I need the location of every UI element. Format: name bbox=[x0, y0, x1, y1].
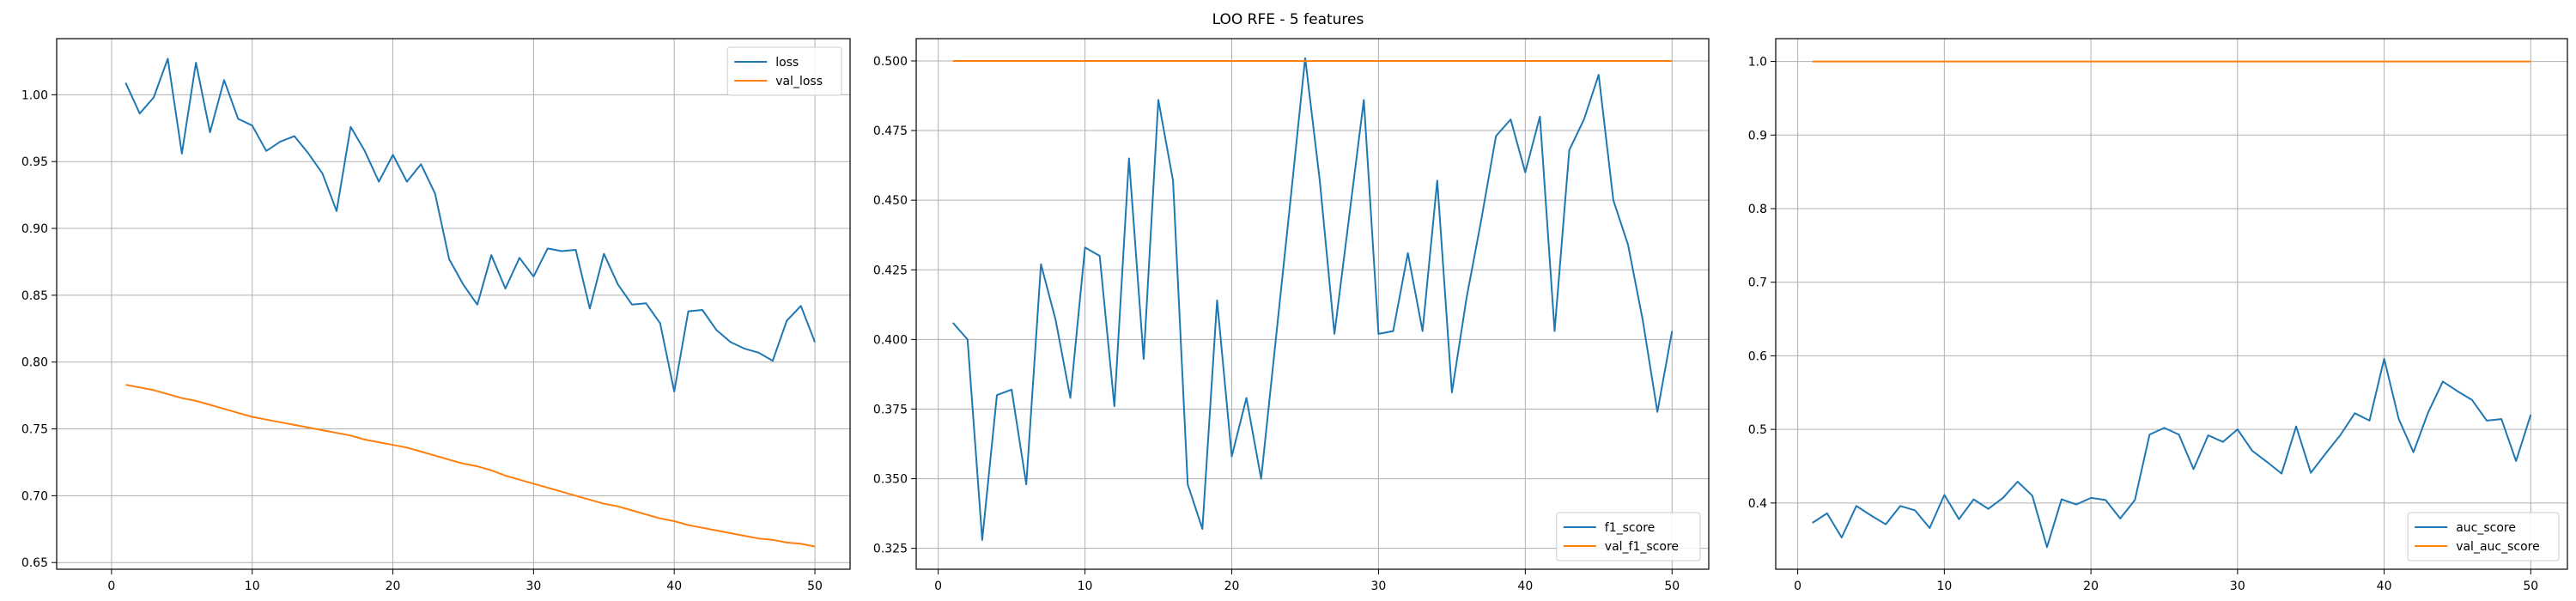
x-tick-label: 20 bbox=[386, 580, 401, 593]
x-tick-label: 50 bbox=[2523, 580, 2538, 593]
figure-title: LOO RFE - 5 features bbox=[1212, 11, 1364, 28]
y-tick-label: 0.70 bbox=[21, 489, 48, 503]
legend-box bbox=[1556, 512, 1701, 562]
x-tick-label: 30 bbox=[1371, 580, 1387, 593]
y-tick-label: 0.95 bbox=[21, 155, 48, 169]
x-tick-label: 30 bbox=[2230, 580, 2245, 593]
y-tick-label: 0.90 bbox=[21, 222, 48, 236]
x-tick-label: 40 bbox=[666, 580, 682, 593]
series-line-loss bbox=[125, 58, 816, 392]
y-tick-label: 0.325 bbox=[873, 543, 908, 556]
x-tick-label: 20 bbox=[2083, 580, 2099, 593]
x-tick-label: 30 bbox=[526, 580, 541, 593]
legend-label: val_f1_score bbox=[1605, 540, 1679, 554]
legend-label: loss bbox=[775, 56, 799, 70]
axes-frame bbox=[56, 38, 851, 570]
x-tick-label: 20 bbox=[1224, 580, 1240, 593]
x-tick-label: 0 bbox=[107, 580, 115, 593]
y-tick-label: 0.7 bbox=[1748, 276, 1767, 290]
x-tick-label: 50 bbox=[1664, 580, 1680, 593]
y-tick-label: 0.4 bbox=[1748, 497, 1767, 511]
y-tick-label: 0.8 bbox=[1748, 203, 1767, 216]
y-tick-label: 1.00 bbox=[21, 88, 48, 102]
series-line-auc-score bbox=[1812, 357, 2532, 549]
x-tick-label: 0 bbox=[934, 580, 942, 593]
x-tick-label: 10 bbox=[1936, 580, 1952, 593]
y-tick-label: 0.500 bbox=[873, 55, 908, 69]
y-tick-label: 0.5 bbox=[1748, 423, 1767, 437]
y-tick-label: 0.65 bbox=[21, 556, 48, 570]
legend-label: val_loss bbox=[775, 75, 823, 88]
chart-f1-score: 0 10 20 30 40 50 0.325 0.350 0.375 0.400 0.425 0.45… bbox=[873, 38, 1710, 593]
x-tick-label: 0 bbox=[1794, 580, 1801, 593]
y-tick-label: 0.475 bbox=[873, 124, 908, 138]
y-tick-label: 0.6 bbox=[1748, 349, 1767, 363]
x-tick-label: 10 bbox=[245, 580, 260, 593]
legend: f1_score val_f1_score bbox=[1556, 512, 1701, 562]
chart-auc-score: 0 10 20 30 40 50 0.4 0.5 0.6 0.7 0.8 0.9 1.0 auc_scor… bbox=[1748, 38, 2568, 593]
y-tick-label: 0.400 bbox=[873, 333, 908, 347]
y-tick-label: 0.450 bbox=[873, 194, 908, 208]
y-tick-label: 0.350 bbox=[873, 473, 908, 487]
x-tick-label: 10 bbox=[1078, 580, 1093, 593]
legend-label: val_auc_score bbox=[2456, 540, 2540, 554]
legend: auc_score val_auc_score bbox=[2407, 512, 2560, 562]
y-tick-label: 0.75 bbox=[21, 423, 48, 437]
axes-frame bbox=[915, 38, 1710, 570]
series-line-f1-score bbox=[951, 57, 1674, 541]
legend: loss val_loss bbox=[726, 46, 842, 96]
y-tick-label: 0.80 bbox=[21, 356, 48, 370]
y-tick-label: 0.375 bbox=[873, 403, 908, 416]
x-tick-label: 50 bbox=[807, 580, 823, 593]
series-line-val-loss bbox=[125, 384, 816, 548]
y-tick-label: 0.85 bbox=[21, 289, 48, 303]
x-tick-label: 40 bbox=[2377, 580, 2392, 593]
legend-box bbox=[726, 46, 842, 96]
y-tick-label: 0.9 bbox=[1748, 129, 1767, 143]
chart-loss: 0 10 20 30 40 50 0.65 0.70 0.75 0.80 0.85 0.90 0.95 1… bbox=[21, 38, 851, 593]
y-tick-label: 0.425 bbox=[873, 264, 908, 277]
legend-label: auc_score bbox=[2456, 521, 2516, 535]
legend-label: f1_score bbox=[1605, 521, 1655, 535]
y-tick-label: 1.0 bbox=[1748, 56, 1767, 70]
axes-frame bbox=[1775, 38, 2568, 570]
x-tick-label: 40 bbox=[1517, 580, 1533, 593]
legend-box bbox=[2407, 512, 2560, 562]
